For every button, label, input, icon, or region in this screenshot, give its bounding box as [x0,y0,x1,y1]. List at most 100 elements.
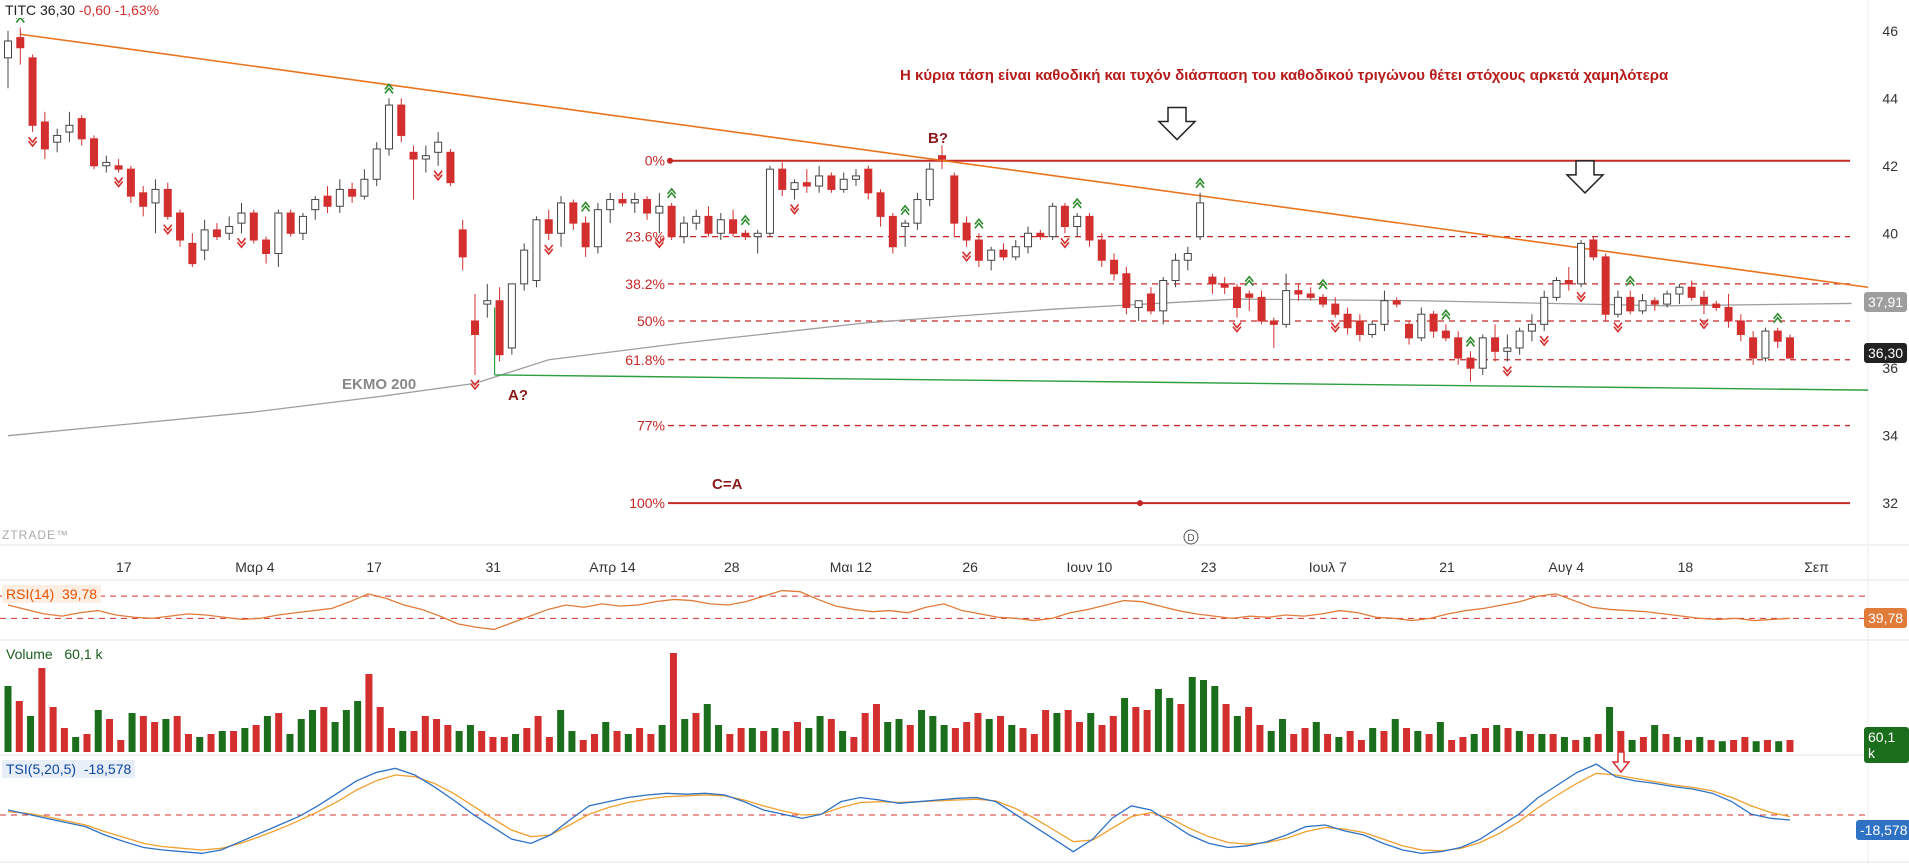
candle-body [4,40,12,59]
volume-bar [760,731,768,752]
pivot-low-icon [433,170,443,182]
fib-level-label: 61.8% [625,352,665,368]
rsi-label[interactable]: RSI(14) 39,78 [2,585,102,603]
volume-bar [1718,741,1726,752]
volume-bar [309,710,317,752]
event-marker-icon [1183,529,1199,545]
volume-bar [1538,734,1546,752]
volume-bar [1200,680,1208,752]
volume-bar [1154,689,1162,752]
candle-body [1454,337,1463,359]
pivot-low-icon [1502,365,1512,377]
candle-body [1503,347,1512,352]
candle-body [458,229,467,258]
volume-bar [365,674,373,752]
tsi-label[interactable]: TSI(5,20,5) -18,578 [2,760,136,778]
volume-bar [207,734,215,752]
volume-bar [636,728,644,752]
price-badge: 36,30 [1864,343,1908,363]
volume-bar [1109,716,1117,752]
candle-body [286,212,295,234]
rsi-value: 39,78 [62,586,98,602]
candle-body [716,219,725,234]
volume-bar [839,731,847,752]
candle-body [704,215,713,234]
candle-body [950,175,959,224]
volume-bar [1278,719,1286,752]
volume-bar [1222,704,1230,752]
candle-body [1650,300,1659,305]
candle-body [77,118,86,140]
fib-level-label: 38.2% [625,276,665,292]
y-tick-label: 34 [1882,428,1898,444]
pivot-low-icon [1576,291,1586,303]
volume-bar [1425,734,1433,752]
volume-bar [376,707,384,752]
candle-body [765,168,774,234]
candle-body [1048,205,1057,238]
pivot-high-icon [1465,336,1476,347]
pivot-high-icon [1195,177,1205,189]
candle-body [1159,279,1168,312]
volume-bar [1730,740,1738,752]
tsi-signal-line [7,772,1791,852]
ma200-line [7,298,1852,437]
x-tick-label: Μαρ 4 [235,559,275,575]
volume-bar [918,710,926,752]
x-tick-label: 26 [962,559,978,575]
candle-body [827,175,836,190]
volume-bar [83,734,91,752]
candle-body [28,57,37,126]
volume-bar [850,737,858,752]
candle-body [1552,279,1561,298]
volume-bar [4,686,12,752]
volume-bar [387,728,395,752]
volume-bar [297,719,305,752]
volume-bar [681,719,689,752]
volume-bar [534,716,542,752]
volume-bar [1166,698,1174,752]
pivot-low-icon [1613,322,1623,333]
volume-bar [252,725,260,752]
pivot-high-icon [974,217,984,229]
candle-body [446,151,455,184]
volume-label[interactable]: Volume 60,1 k [2,645,107,663]
candle-body [1405,323,1414,339]
fib-level-label: 100% [629,495,665,511]
candle-body [1146,293,1155,312]
y-tick-label: 44 [1882,90,1898,106]
candle-body [1073,215,1082,228]
volume-bar [230,731,238,752]
candle-body [1060,205,1069,228]
candle-body [249,212,258,241]
volume-bar [568,731,576,752]
x-tick-label: 31 [486,559,502,575]
volume-bar [1177,704,1185,752]
candle-body [200,229,209,251]
volume-bar [72,737,80,752]
candle-body [1675,286,1684,295]
volume-bar [1324,734,1332,752]
candle-body [384,104,393,150]
volume-bar [1515,731,1523,752]
pivot-low-icon [1539,335,1549,347]
fib-level-label: 50% [637,313,665,329]
candle-body [151,188,160,204]
volume-bar [590,734,598,752]
volume-bar [1470,734,1478,752]
volume-bar [1369,728,1377,752]
candle-body [1441,330,1450,339]
volume-bar [1448,740,1456,752]
candle-body [1601,256,1610,315]
volume-bar [1617,731,1625,752]
volume-name: Volume [6,646,53,662]
candle-body [1761,330,1770,359]
candle-body [1589,239,1598,258]
volume-bar [286,734,294,752]
candle-body [544,219,553,234]
volume-bar [1628,740,1636,752]
y-tick-label: 32 [1882,495,1898,511]
candle-body [925,168,934,201]
volume-bar [647,734,655,752]
